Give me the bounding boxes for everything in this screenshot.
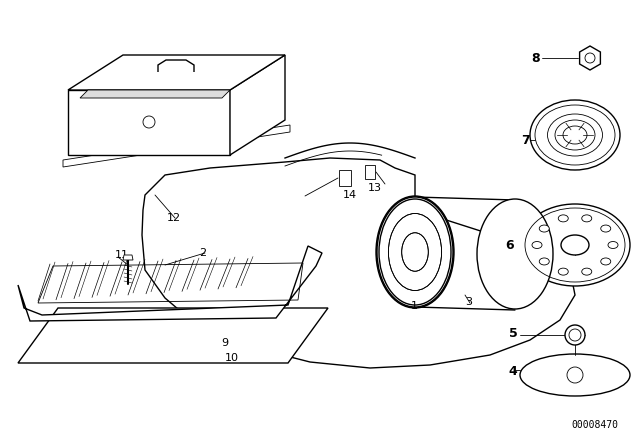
Ellipse shape xyxy=(601,258,611,265)
Ellipse shape xyxy=(530,100,620,170)
Ellipse shape xyxy=(540,258,549,265)
Text: 3: 3 xyxy=(465,297,472,307)
Polygon shape xyxy=(142,158,575,368)
Text: 1: 1 xyxy=(410,301,417,311)
Ellipse shape xyxy=(520,354,630,396)
Ellipse shape xyxy=(558,215,568,222)
Ellipse shape xyxy=(561,235,589,255)
Text: 7: 7 xyxy=(521,134,530,146)
Ellipse shape xyxy=(547,114,602,156)
Text: 13: 13 xyxy=(368,183,382,193)
Text: 00008470: 00008470 xyxy=(572,420,618,430)
Ellipse shape xyxy=(377,197,453,307)
Ellipse shape xyxy=(563,126,587,144)
Text: 8: 8 xyxy=(531,52,540,65)
Polygon shape xyxy=(230,55,285,155)
Ellipse shape xyxy=(582,268,592,275)
Polygon shape xyxy=(18,308,328,363)
Text: 2: 2 xyxy=(200,248,207,258)
Polygon shape xyxy=(68,55,285,90)
Ellipse shape xyxy=(558,268,568,275)
Circle shape xyxy=(567,367,583,383)
Ellipse shape xyxy=(535,105,615,165)
Ellipse shape xyxy=(601,225,611,232)
Text: 9: 9 xyxy=(221,338,228,348)
Polygon shape xyxy=(63,125,290,167)
Polygon shape xyxy=(339,170,351,186)
Text: 14: 14 xyxy=(343,190,357,200)
Polygon shape xyxy=(18,246,322,321)
Ellipse shape xyxy=(540,225,549,232)
Text: 5: 5 xyxy=(509,327,518,340)
Ellipse shape xyxy=(477,199,553,309)
Ellipse shape xyxy=(608,241,618,249)
Ellipse shape xyxy=(532,241,542,249)
Ellipse shape xyxy=(582,215,592,222)
Ellipse shape xyxy=(520,204,630,286)
Polygon shape xyxy=(365,165,375,179)
Text: 12: 12 xyxy=(167,213,181,223)
Polygon shape xyxy=(68,90,230,155)
Polygon shape xyxy=(123,255,133,260)
Polygon shape xyxy=(580,46,600,70)
Circle shape xyxy=(565,325,585,345)
Polygon shape xyxy=(80,90,230,98)
Text: 11: 11 xyxy=(115,250,129,260)
Text: 10: 10 xyxy=(225,353,239,363)
Ellipse shape xyxy=(376,196,454,308)
Text: 6: 6 xyxy=(506,238,514,251)
Ellipse shape xyxy=(555,120,595,150)
Text: 4: 4 xyxy=(508,365,517,378)
Ellipse shape xyxy=(379,199,451,305)
